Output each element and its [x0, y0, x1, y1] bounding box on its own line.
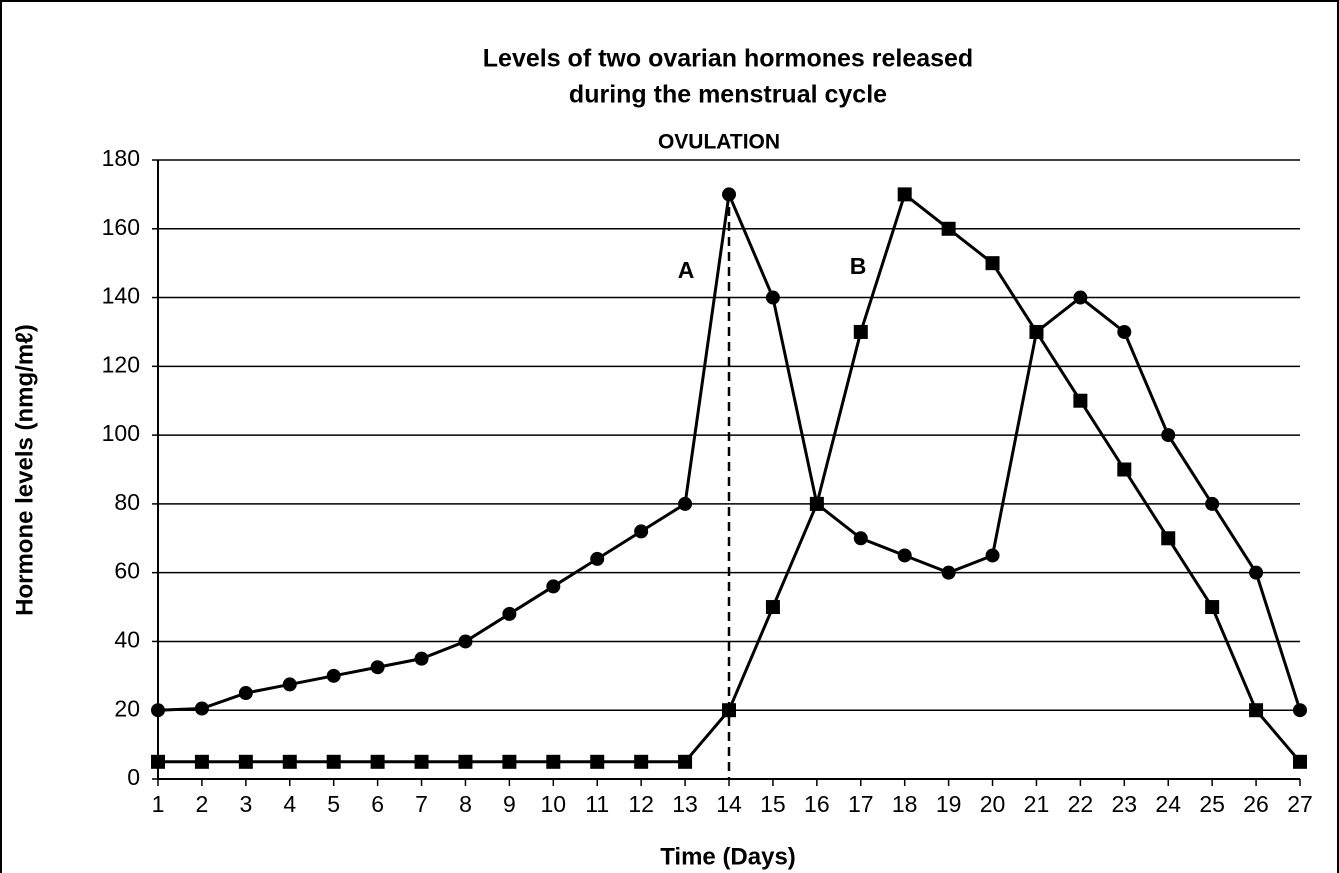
x-tick-label: 5	[327, 791, 340, 817]
y-tick-label: 40	[114, 627, 140, 653]
y-tick-label: 180	[102, 145, 140, 171]
marker	[326, 754, 341, 769]
marker	[370, 754, 385, 769]
marker	[1073, 393, 1088, 408]
y-tick-label: 140	[102, 283, 140, 309]
marker	[853, 324, 868, 339]
x-tick-label: 18	[892, 791, 918, 817]
marker	[1249, 565, 1264, 580]
x-tick-label: 8	[459, 791, 472, 817]
y-tick-label: 160	[102, 214, 140, 240]
marker	[282, 677, 297, 692]
marker	[590, 551, 605, 566]
marker	[1293, 703, 1307, 718]
marker	[722, 187, 736, 202]
marker	[414, 754, 429, 769]
marker	[678, 754, 693, 769]
x-tick-label: 25	[1199, 791, 1225, 817]
x-tick-label: 21	[1024, 791, 1050, 817]
x-tick-label: 16	[804, 791, 830, 817]
marker	[941, 221, 956, 236]
x-tick-label: 24	[1155, 791, 1181, 817]
x-tick-label: 20	[980, 791, 1006, 817]
marker	[1029, 324, 1044, 339]
marker	[722, 703, 736, 718]
x-axis-label: Time (Days)	[660, 843, 796, 870]
marker	[194, 754, 209, 769]
x-tick-label: 4	[283, 791, 296, 817]
marker	[634, 754, 649, 769]
x-tick-label: 12	[628, 791, 654, 817]
marker	[1117, 324, 1132, 339]
marker	[1161, 428, 1176, 443]
marker	[502, 606, 517, 621]
x-tick-label: 6	[371, 791, 384, 817]
marker	[546, 754, 561, 769]
y-tick-label: 0	[127, 764, 140, 790]
marker	[985, 548, 1000, 563]
marker	[809, 496, 824, 511]
x-tick-label: 9	[503, 791, 516, 817]
marker	[238, 754, 253, 769]
marker	[590, 754, 605, 769]
x-tick-label: 14	[716, 791, 742, 817]
marker	[546, 579, 561, 594]
marker	[282, 754, 297, 769]
marker	[941, 565, 956, 580]
marker	[326, 668, 341, 683]
chart-title: Levels of two ovarian hormones released	[483, 45, 973, 73]
series-label: A	[678, 257, 695, 283]
x-tick-label: 2	[196, 791, 209, 817]
marker	[985, 256, 1000, 271]
ovulation-label: OVULATION	[658, 131, 780, 154]
x-tick-label: 15	[760, 791, 786, 817]
marker	[1205, 600, 1220, 615]
x-tick-label: 22	[1068, 791, 1094, 817]
marker	[194, 701, 209, 716]
x-tick-label: 7	[415, 791, 428, 817]
y-tick-label: 120	[102, 351, 140, 377]
x-tick-label: 26	[1243, 791, 1269, 817]
marker	[370, 660, 385, 675]
marker	[1205, 496, 1220, 511]
y-tick-label: 100	[102, 420, 140, 446]
x-tick-label: 3	[239, 791, 252, 817]
y-tick-label: 60	[114, 558, 140, 584]
marker	[151, 754, 165, 769]
y-tick-label: 20	[114, 695, 140, 721]
x-tick-label: 1	[152, 791, 165, 817]
marker	[458, 634, 473, 649]
chart-title: during the menstrual cycle	[569, 81, 887, 109]
x-tick-label: 19	[936, 791, 962, 817]
marker	[853, 531, 868, 546]
marker	[634, 524, 649, 539]
marker	[897, 548, 912, 563]
x-tick-label: 10	[541, 791, 567, 817]
x-tick-label: 17	[848, 791, 874, 817]
marker	[1117, 462, 1132, 477]
x-tick-label: 11	[585, 791, 609, 817]
marker	[765, 600, 780, 615]
marker	[1073, 290, 1088, 305]
marker	[897, 187, 912, 202]
y-axis-label: Hormone levels (nmg/mℓ)	[11, 324, 38, 616]
marker	[1249, 703, 1264, 718]
marker	[151, 703, 165, 718]
marker	[414, 651, 429, 666]
x-tick-label: 13	[672, 791, 698, 817]
series-label: B	[850, 253, 867, 279]
marker	[765, 290, 780, 305]
marker	[458, 754, 473, 769]
marker	[678, 496, 693, 511]
x-tick-label: 27	[1287, 791, 1313, 817]
marker	[1293, 754, 1307, 769]
x-tick-label: 23	[1112, 791, 1138, 817]
marker	[238, 686, 253, 701]
y-tick-label: 80	[114, 489, 140, 515]
marker	[1161, 531, 1176, 546]
marker	[502, 754, 517, 769]
